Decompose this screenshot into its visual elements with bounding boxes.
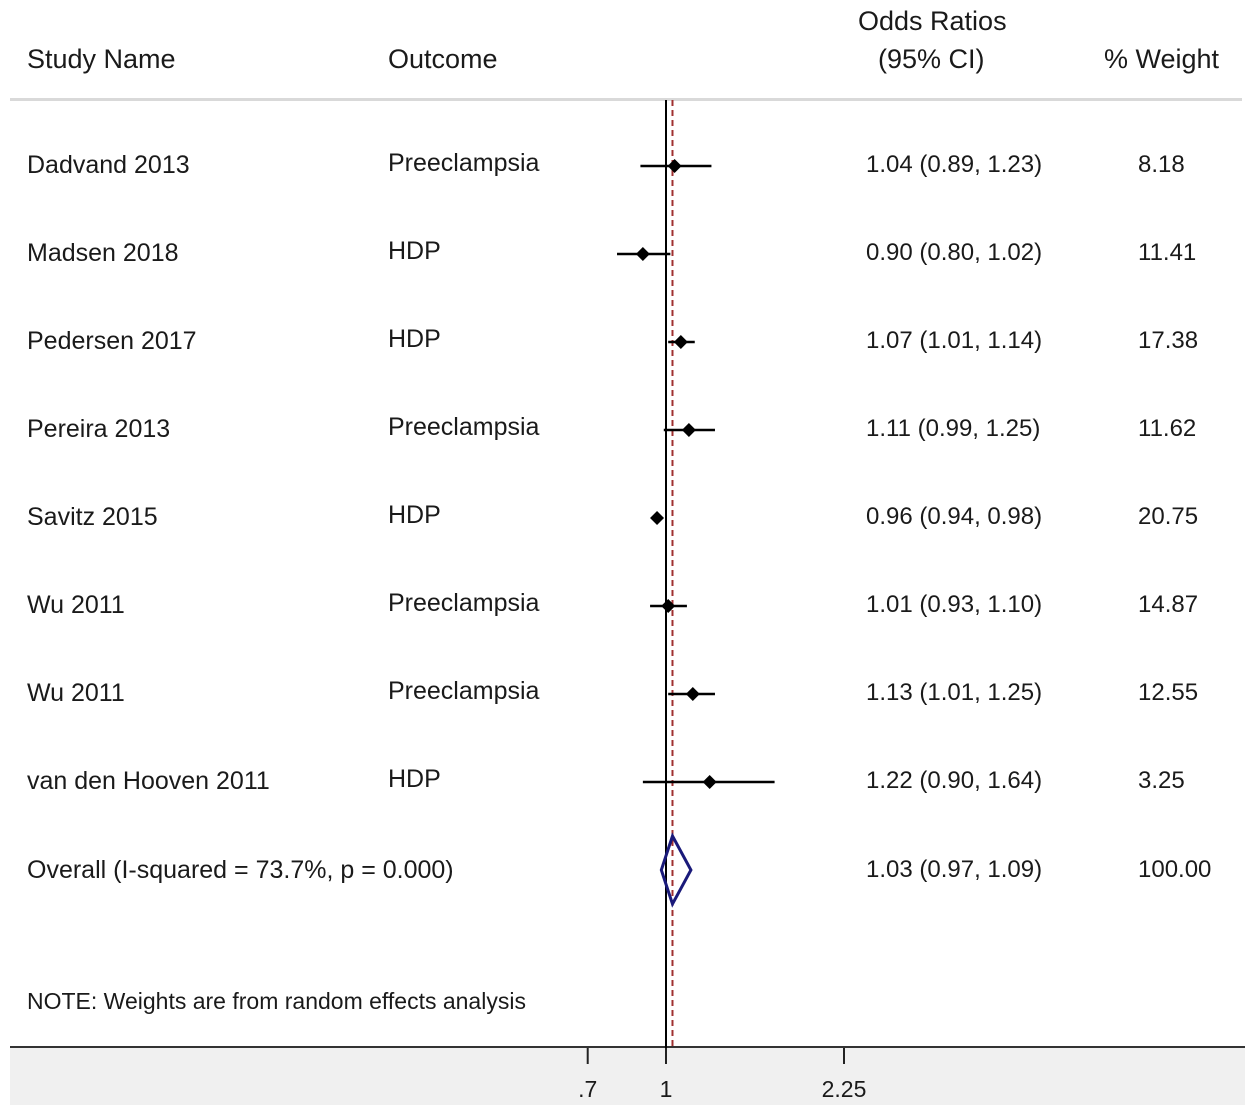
- study-name: Pereira 2013: [27, 415, 171, 443]
- study-name: Pedersen 2017: [27, 327, 197, 355]
- study-weight: 12.55: [1138, 679, 1199, 706]
- point-estimate: [702, 775, 717, 789]
- study-outcome: HDP: [388, 501, 441, 529]
- study-weight: 8.18: [1138, 151, 1185, 178]
- study-outcome: HDP: [388, 325, 441, 353]
- study-name: Madsen 2018: [27, 239, 179, 267]
- header-divider: [10, 98, 1242, 101]
- overall-diamond: [659, 832, 693, 908]
- study-or-ci: 0.90 (0.80, 1.02): [866, 239, 1043, 266]
- overall-or-ci: 1.03 (0.97, 1.09): [866, 856, 1043, 883]
- point-estimate: [650, 511, 665, 525]
- x-tick-label: .7: [578, 1076, 597, 1102]
- study-weight: 17.38: [1138, 327, 1199, 354]
- study-outcome: Preeclampsia: [388, 149, 540, 177]
- header-odds-ratios: Odds Ratios: [858, 6, 1007, 36]
- study-name: Dadvand 2013: [27, 151, 190, 179]
- study-weight: 14.87: [1138, 591, 1199, 618]
- study-or-ci: 1.11 (0.99, 1.25): [866, 415, 1041, 442]
- header-weight: % Weight: [1104, 44, 1220, 74]
- point-estimate: [661, 599, 676, 613]
- study-or-ci: 1.22 (0.90, 1.64): [866, 767, 1043, 794]
- study-or-ci: 1.01 (0.93, 1.10): [866, 591, 1043, 618]
- study-outcome: Preeclampsia: [388, 413, 540, 441]
- overall-weight: 100.00: [1138, 856, 1212, 883]
- study-weight: 11.41: [1138, 239, 1197, 266]
- point-estimate: [635, 247, 650, 261]
- study-outcome: Preeclampsia: [388, 589, 540, 617]
- point-estimate: [681, 423, 696, 437]
- study-or-ci: 1.13 (1.01, 1.25): [866, 679, 1043, 706]
- point-estimate: [673, 335, 688, 349]
- study-or-ci: 1.07 (1.01, 1.14): [866, 327, 1043, 354]
- x-tick-label: 2.25: [822, 1076, 867, 1102]
- study-name: Savitz 2015: [27, 503, 158, 531]
- header-ci: (95% CI): [878, 44, 985, 74]
- study-or-ci: 0.96 (0.94, 0.98): [866, 503, 1043, 530]
- study-weight: 11.62: [1138, 415, 1197, 442]
- note-text: NOTE: Weights are from random effects an…: [27, 988, 526, 1014]
- study-weight: 20.75: [1138, 503, 1199, 530]
- header-study-name: Study Name: [27, 44, 176, 74]
- point-estimate: [685, 687, 700, 701]
- study-outcome: HDP: [388, 237, 441, 265]
- study-outcome: Preeclampsia: [388, 677, 540, 705]
- x-axis-band: [10, 1046, 1245, 1105]
- overall-label: Overall (I-squared = 73.7%, p = 0.000): [27, 856, 454, 884]
- study-name: Wu 2011: [27, 591, 125, 619]
- study-outcome: HDP: [388, 765, 441, 793]
- point-estimate: [667, 159, 682, 173]
- study-or-ci: 1.04 (0.89, 1.23): [866, 151, 1043, 178]
- header-outcome: Outcome: [388, 44, 498, 74]
- study-weight: 3.25: [1138, 767, 1185, 794]
- study-name: van den Hooven 2011: [27, 767, 270, 795]
- study-name: Wu 2011: [27, 679, 125, 707]
- x-tick-label: 1: [660, 1076, 673, 1102]
